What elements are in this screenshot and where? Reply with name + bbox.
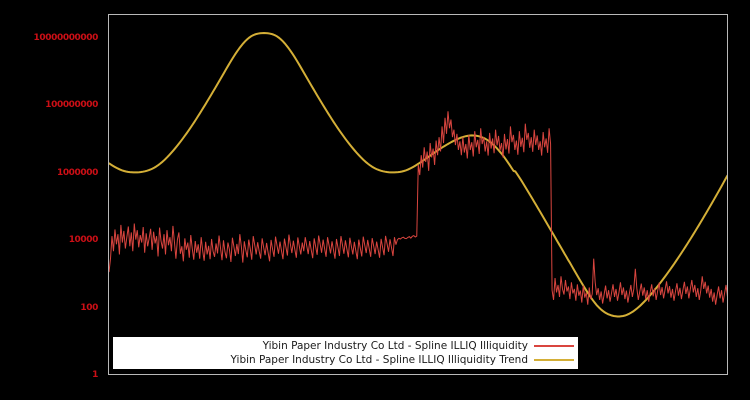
y-axis-tick-label: 10000000000: [33, 32, 99, 43]
legend-label-trend: Yibin Paper Industry Co Ltd - Spline ILL…: [230, 354, 528, 366]
y-axis-tick-label: 100: [80, 302, 98, 313]
legend-swatch-illiquidity: [534, 345, 574, 347]
y-axis-tick-label: 1: [92, 370, 98, 380]
series-line-illiquidity: [109, 111, 727, 305]
legend-item-illiquidity[interactable]: Yibin Paper Industry Co Ltd - Spline ILL…: [113, 339, 578, 353]
series-line-trend: [109, 32, 727, 318]
plot-area: [108, 14, 728, 375]
y-axis-tick-label: 100000000: [45, 100, 98, 111]
legend-label-illiquidity: Yibin Paper Industry Co Ltd - Spline ILL…: [262, 340, 528, 352]
plot-svg: [109, 32, 727, 318]
legend-item-trend[interactable]: Yibin Paper Industry Co Ltd - Spline ILL…: [113, 353, 578, 367]
y-axis-tick-label: 1000000: [56, 167, 98, 178]
y-axis-tick-label: 10000: [68, 235, 99, 246]
legend-swatch-trend: [534, 359, 574, 361]
chart-legend: Yibin Paper Industry Co Ltd - Spline ILL…: [113, 337, 578, 369]
